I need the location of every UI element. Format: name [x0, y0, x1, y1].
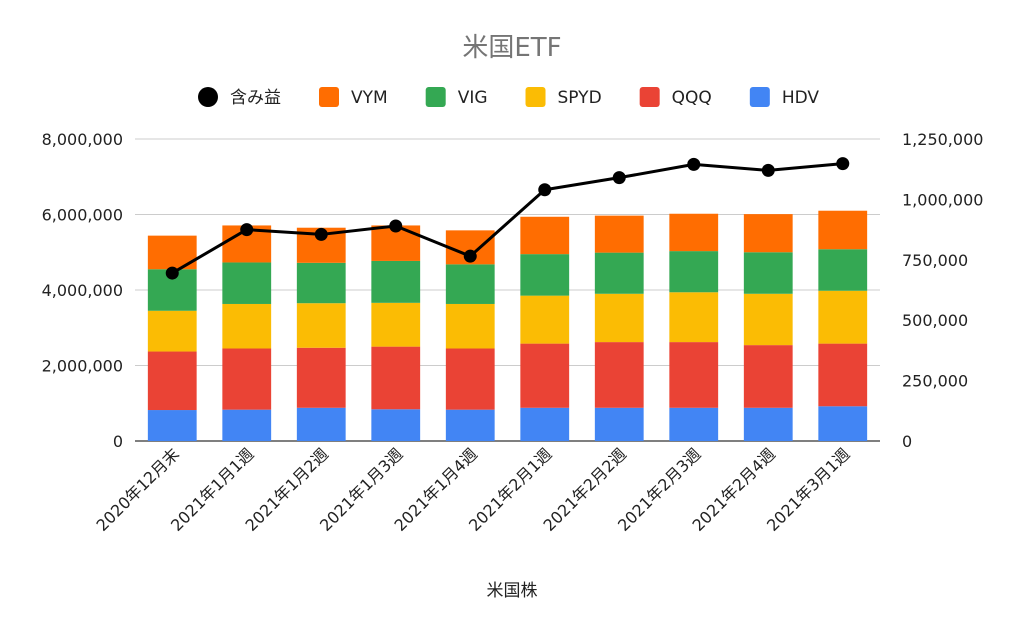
- line-point: [165, 266, 179, 280]
- y-tick-label-left: 8,000,000: [42, 130, 123, 149]
- bar-qqq: [445, 348, 495, 410]
- legend: 含み益 VYM VIG SPYD QQQ HDV: [198, 87, 819, 108]
- y-tick-label-left: 0: [113, 432, 123, 451]
- bar-hdv: [296, 407, 346, 441]
- bar-vig: [520, 254, 570, 296]
- bar-qqq: [818, 343, 868, 407]
- bar-vig: [222, 262, 272, 304]
- bar-qqq: [222, 348, 272, 410]
- legend-label: HDV: [782, 88, 820, 108]
- y-tick-label-left: 6,000,000: [42, 206, 123, 225]
- bar-spyd: [743, 293, 793, 346]
- line-point: [761, 163, 775, 177]
- bar-spyd: [520, 295, 570, 344]
- bar-vig: [669, 251, 719, 293]
- bar-hdv: [818, 406, 868, 441]
- legend-swatch: [749, 87, 770, 107]
- bar-vig: [445, 264, 495, 304]
- bar-hdv: [520, 407, 570, 441]
- bar-hdv: [669, 407, 719, 441]
- bars: [147, 210, 868, 441]
- legend-swatch: [639, 87, 660, 107]
- line-point: [836, 157, 850, 171]
- legend-swatch: [319, 87, 339, 107]
- y-tick-label-right: 1,000,000: [902, 190, 983, 209]
- y-axis-right: 0 250,000 500,000 750,000 1,000,000 1,250,000: [902, 130, 983, 451]
- bar-vym: [520, 216, 570, 255]
- line-point: [240, 223, 254, 237]
- legend-label: VYM: [351, 88, 388, 108]
- y-tick-label-right: 750,000: [902, 251, 968, 270]
- chart-title: 米国ETF: [462, 33, 561, 63]
- bar-qqq: [520, 343, 570, 408]
- legend-label: SPYD: [558, 88, 602, 108]
- bar-spyd: [222, 303, 272, 349]
- x-axis-label: 米国株: [487, 581, 538, 601]
- bar-hdv: [147, 410, 197, 441]
- bar-spyd: [594, 293, 644, 343]
- bar-vig: [594, 252, 644, 294]
- y-tick-label-right: 0: [902, 432, 912, 451]
- legend-label: 含み益: [230, 88, 281, 108]
- bar-vym: [594, 215, 644, 253]
- line-point: [463, 249, 477, 263]
- bar-hdv: [445, 409, 495, 441]
- bar-vym: [743, 214, 793, 253]
- y-tick-label-right: 500,000: [902, 311, 968, 330]
- x-axis: 2020年12月末2021年1月1週2021年1月2週2021年1月3週2021…: [93, 444, 854, 535]
- bar-spyd: [296, 303, 346, 348]
- line-point: [314, 227, 328, 241]
- bar-spyd: [371, 302, 421, 347]
- bar-qqq: [743, 345, 793, 408]
- bar-vig: [371, 260, 421, 303]
- line-point: [612, 171, 626, 185]
- y-tick-label-right: 250,000: [902, 372, 968, 391]
- legend-label: VIG: [458, 88, 488, 108]
- line-layer: [165, 157, 850, 280]
- bar-qqq: [147, 351, 197, 411]
- bar-qqq: [594, 342, 644, 408]
- bar-vig: [296, 262, 346, 304]
- bar-qqq: [296, 347, 346, 408]
- legend-label: QQQ: [672, 88, 712, 108]
- legend-marker: [198, 87, 218, 107]
- y-tick-label-left: 2,000,000: [42, 357, 123, 376]
- y-tick-label-right: 1,250,000: [902, 130, 983, 149]
- bar-spyd: [669, 292, 719, 343]
- bar-spyd: [818, 290, 868, 344]
- bar-hdv: [743, 407, 793, 441]
- bar-vym: [669, 213, 719, 252]
- line-point: [538, 183, 552, 197]
- line-point: [389, 219, 403, 233]
- bar-hdv: [222, 409, 272, 441]
- legend-swatch: [425, 87, 446, 107]
- bar-qqq: [371, 346, 421, 410]
- bar-spyd: [445, 303, 495, 349]
- legend-swatch: [525, 87, 546, 107]
- y-tick-label-left: 4,000,000: [42, 281, 123, 300]
- bar-hdv: [371, 409, 421, 441]
- line-unrealized-gain: [171, 162, 843, 275]
- bar-vym: [818, 210, 868, 250]
- bar-hdv: [594, 407, 644, 441]
- y-axis-left: 0 2,000,000 4,000,000 6,000,000 8,000,000: [42, 130, 123, 451]
- bar-spyd: [147, 310, 197, 352]
- bar-qqq: [669, 342, 719, 408]
- bar-vig: [818, 249, 868, 291]
- line-point: [687, 157, 701, 171]
- bar-vig: [743, 252, 793, 294]
